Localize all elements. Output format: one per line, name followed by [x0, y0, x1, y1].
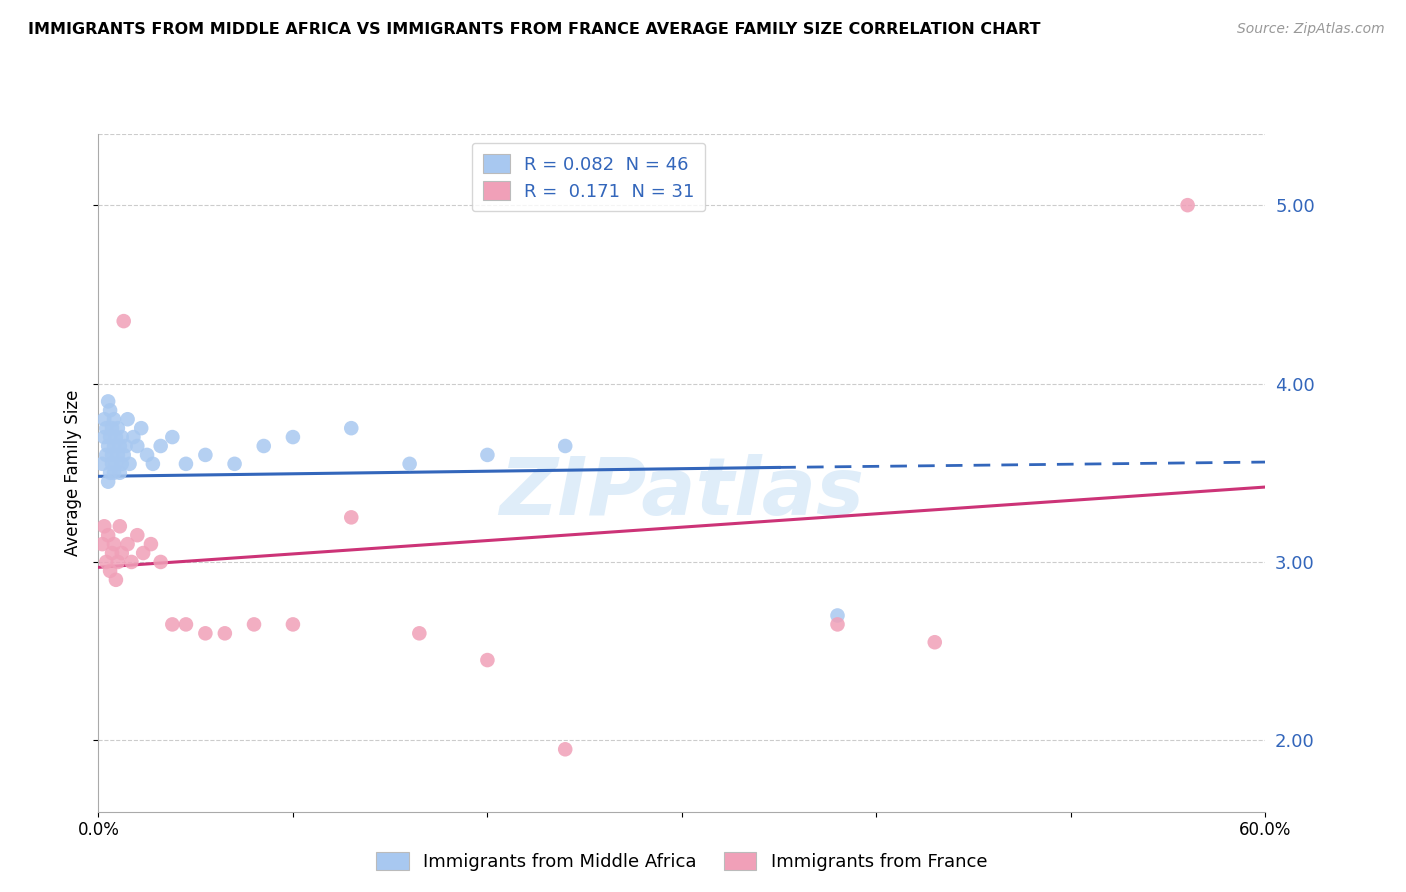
Point: [101, 421, 124, 435]
Point: [114, 439, 136, 453]
Point: [117, 537, 139, 551]
Legend: R = 0.082  N = 46, R =  0.171  N = 31: R = 0.082 N = 46, R = 0.171 N = 31: [472, 143, 706, 211]
Point: [924, 635, 946, 649]
Point: [98, 564, 121, 578]
Point: [281, 430, 304, 444]
Point: [398, 457, 420, 471]
Point: [477, 448, 499, 462]
Point: [340, 510, 363, 524]
Y-axis label: Average Family Size: Average Family Size: [65, 390, 83, 556]
Point: [103, 412, 125, 426]
Point: [103, 466, 125, 480]
Point: [194, 448, 217, 462]
Text: ZIPatlas: ZIPatlas: [499, 454, 865, 533]
Point: [97, 475, 120, 489]
Point: [127, 528, 149, 542]
Point: [174, 617, 197, 632]
Point: [162, 617, 184, 632]
Point: [112, 314, 135, 328]
Point: [93, 519, 115, 533]
Point: [142, 457, 165, 471]
Point: [101, 448, 124, 462]
Point: [174, 457, 197, 471]
Point: [224, 457, 246, 471]
Point: [107, 421, 129, 435]
Point: [96, 448, 118, 462]
Point: [104, 430, 127, 444]
Point: [194, 626, 217, 640]
Text: IMMIGRANTS FROM MIDDLE AFRICA VS IMMIGRANTS FROM FRANCE AVERAGE FAMILY SIZE CORR: IMMIGRANTS FROM MIDDLE AFRICA VS IMMIGRA…: [28, 22, 1040, 37]
Point: [243, 617, 266, 632]
Point: [101, 457, 124, 471]
Point: [340, 421, 363, 435]
Point: [281, 617, 304, 632]
Point: [103, 439, 125, 453]
Point: [93, 430, 115, 444]
Point: [111, 546, 134, 560]
Point: [108, 466, 131, 480]
Point: [214, 626, 236, 640]
Point: [97, 528, 120, 542]
Point: [253, 439, 276, 453]
Text: Source: ZipAtlas.com: Source: ZipAtlas.com: [1237, 22, 1385, 37]
Point: [122, 430, 145, 444]
Point: [104, 573, 127, 587]
Point: [108, 519, 131, 533]
Point: [107, 555, 129, 569]
Point: [149, 439, 172, 453]
Point: [97, 394, 120, 409]
Point: [149, 555, 172, 569]
Point: [107, 448, 129, 462]
Point: [91, 457, 114, 471]
Point: [1177, 198, 1199, 212]
Point: [112, 448, 135, 462]
Point: [101, 546, 124, 560]
Point: [162, 430, 184, 444]
Point: [93, 412, 115, 426]
Point: [96, 555, 118, 569]
Point: [827, 608, 849, 623]
Point: [408, 626, 430, 640]
Point: [97, 439, 120, 453]
Point: [117, 412, 139, 426]
Point: [132, 546, 155, 560]
Point: [96, 421, 118, 435]
Point: [139, 537, 162, 551]
Point: [129, 421, 152, 435]
Point: [98, 403, 121, 417]
Point: [477, 653, 499, 667]
Point: [111, 430, 134, 444]
Point: [554, 439, 576, 453]
Point: [104, 457, 127, 471]
Legend: Immigrants from Middle Africa, Immigrants from France: Immigrants from Middle Africa, Immigrant…: [370, 845, 994, 879]
Point: [98, 430, 121, 444]
Point: [136, 448, 159, 462]
Point: [118, 457, 141, 471]
Point: [554, 742, 576, 756]
Point: [121, 555, 143, 569]
Point: [103, 537, 125, 551]
Point: [108, 439, 131, 453]
Point: [111, 457, 134, 471]
Point: [91, 537, 114, 551]
Point: [127, 439, 149, 453]
Point: [98, 466, 121, 480]
Point: [827, 617, 849, 632]
